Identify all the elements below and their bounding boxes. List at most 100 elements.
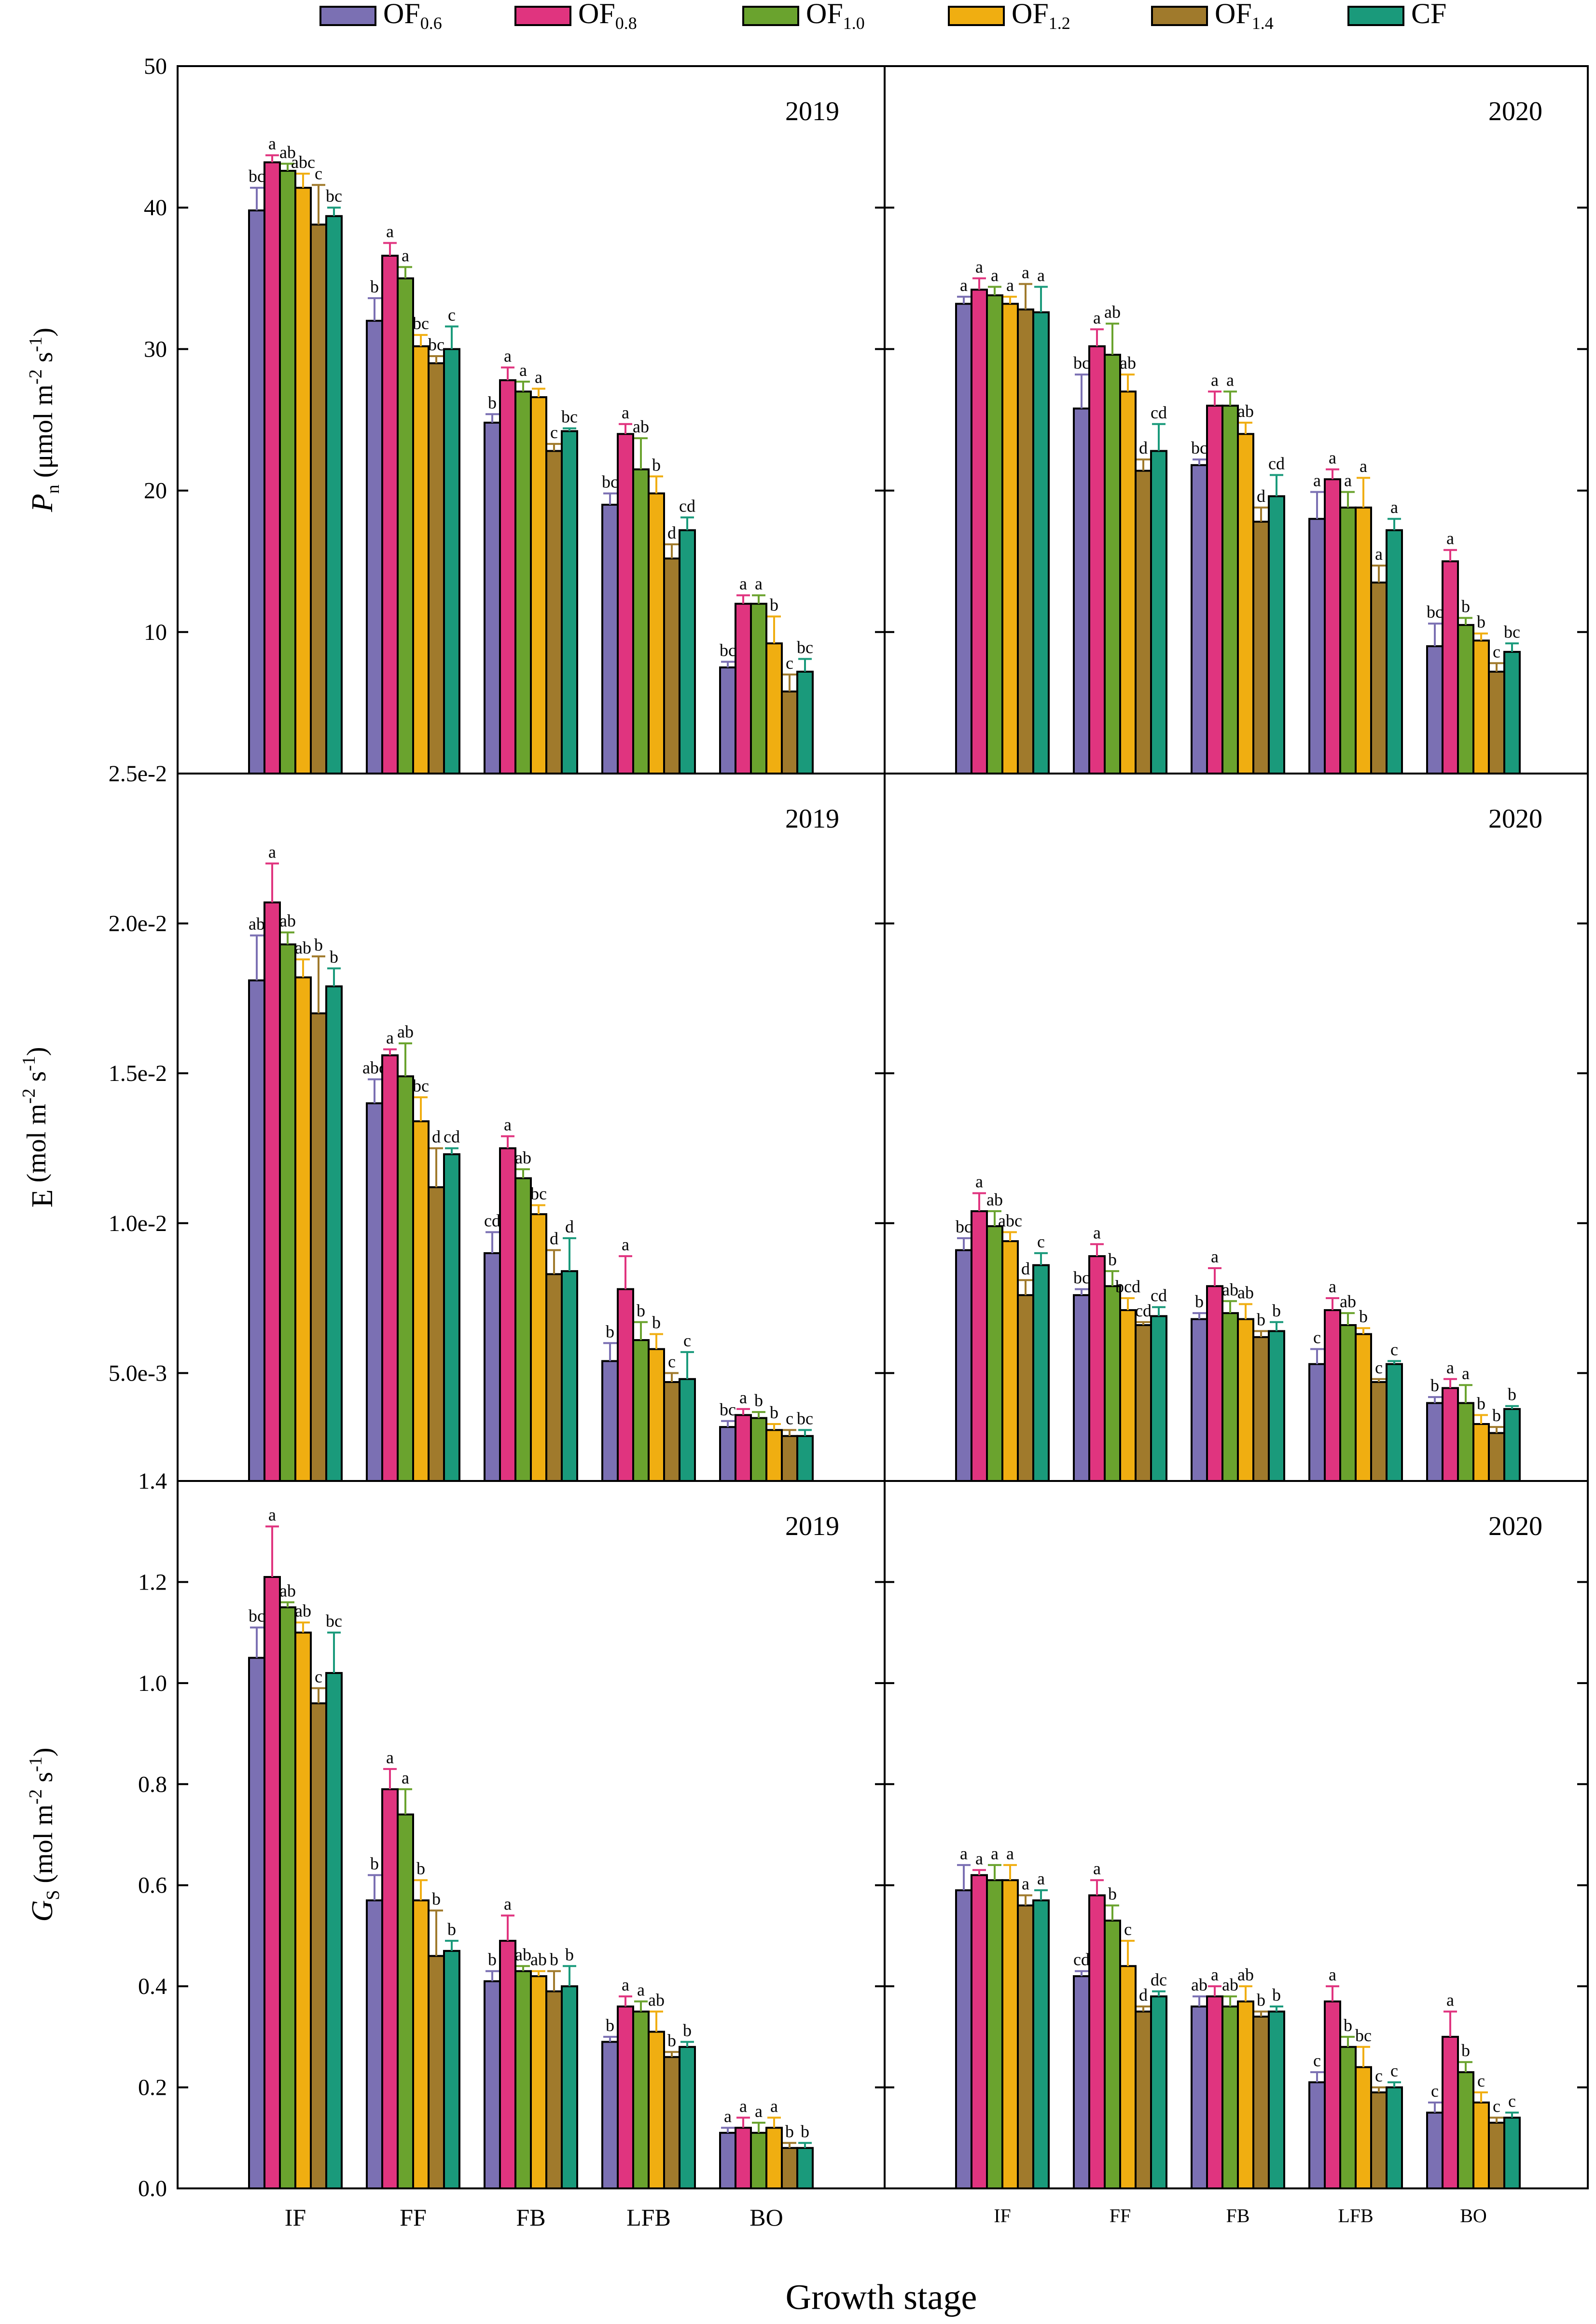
bar-LFB-series4 — [1355, 1333, 1372, 1482]
bar-FF-series1 — [1073, 1294, 1090, 1482]
x-tick-label-left: FB — [516, 2204, 545, 2231]
x-tick-label-right: IF — [994, 2205, 1011, 2227]
significance-letter: c — [1375, 2066, 1383, 2086]
significance-letter: a — [637, 1980, 645, 2000]
bar-FF-series3 — [397, 1813, 414, 2189]
bar-IF-series1 — [955, 1249, 972, 1482]
significance-letter: c — [1493, 642, 1500, 661]
y-tick-label: 40 — [144, 195, 167, 221]
bar-BO-series5 — [781, 1435, 798, 1482]
bar-BO-series4 — [765, 2127, 783, 2189]
significance-letter: c — [1508, 2091, 1516, 2111]
significance-letter: b — [314, 935, 323, 954]
bar-LFB-series4 — [1355, 2066, 1372, 2189]
bar-FB-series3 — [1221, 1312, 1239, 1482]
bar-FB-series4 — [530, 396, 547, 775]
bar-FB-series1 — [1191, 464, 1208, 775]
y-tick-label: 0.4 — [138, 1974, 167, 1999]
bar-FB-series2 — [1206, 404, 1223, 775]
bar-FF-series2 — [381, 254, 399, 775]
bar-IF-series6 — [1032, 311, 1050, 775]
bar-LFB-series1 — [601, 2041, 619, 2190]
significance-letter: a — [402, 1768, 409, 1787]
legend-label-2: OF0.8 — [578, 0, 637, 33]
bar-FB-series1 — [1191, 2006, 1208, 2190]
bar-BO-series4 — [765, 1429, 783, 1482]
significance-letter: c — [550, 423, 558, 442]
bar-IF-series1 — [955, 303, 972, 775]
bar-IF-series2 — [264, 1576, 281, 2189]
x-tick-label-right: FB — [1226, 2205, 1250, 2227]
bar-FB-series5 — [1252, 521, 1270, 775]
bar-LFB-series3 — [632, 1339, 650, 1482]
bar-FF-series4 — [1119, 390, 1137, 775]
x-tick-label-left: IF — [285, 2204, 306, 2231]
bar-LFB-series6 — [1386, 1363, 1403, 1482]
significance-letter: c — [1493, 2096, 1500, 2116]
significance-letter: a — [1037, 1869, 1045, 1888]
bar-IF-series5 — [1017, 308, 1034, 775]
significance-letter: cd — [484, 1211, 500, 1230]
significance-letter: a — [268, 842, 276, 861]
bar-FB-series6 — [1268, 2010, 1285, 2189]
bar-LFB-series5 — [663, 2056, 680, 2189]
y-axis-label: Pn (μmol m-2 s-1) — [26, 328, 63, 512]
significance-letter: c — [1124, 1920, 1132, 1939]
significance-letter: d — [667, 523, 676, 542]
significance-letter: bc — [602, 472, 618, 491]
bar-FF-series6 — [1150, 450, 1167, 775]
significance-letter: d — [432, 1127, 441, 1146]
significance-letter: c — [1390, 2061, 1398, 2080]
bar-FB-series3 — [514, 1970, 532, 2189]
significance-letter: a — [1360, 456, 1367, 476]
bar-IF-series2 — [264, 161, 281, 775]
bar-IF-series4 — [1001, 1879, 1019, 2190]
bar-IF-series2 — [971, 1874, 988, 2190]
significance-letter: ab — [1222, 1975, 1238, 1994]
bar-FF-series2 — [1088, 345, 1106, 775]
significance-letter: bc — [249, 1606, 265, 1626]
significance-letter: c — [315, 164, 322, 183]
significance-letter: a — [1226, 370, 1234, 389]
bar-BO-series2 — [1442, 560, 1459, 775]
bar-LFB-series1 — [1308, 518, 1326, 775]
legend-label-6: CF — [1411, 0, 1446, 29]
legend-swatch-2 — [514, 6, 571, 26]
significance-letter: d — [550, 1229, 558, 1248]
bar-LFB-series3 — [632, 468, 650, 775]
panel-year-label: 2020 — [1488, 1511, 1542, 1541]
bar-FB-series4 — [1237, 433, 1254, 775]
bar-FF-series6 — [443, 348, 460, 775]
bar-FF-series4 — [412, 1899, 430, 2190]
bar-LFB-series6 — [1386, 2086, 1403, 2189]
significance-letter: a — [1211, 370, 1219, 389]
significance-letter: b — [1477, 612, 1485, 632]
significance-letter: a — [535, 367, 542, 387]
significance-letter: ab — [986, 1190, 1003, 1209]
significance-letter: c — [1313, 2051, 1321, 2070]
y-tick-label: 20 — [144, 478, 167, 504]
significance-letter: c — [786, 653, 793, 673]
bar-FB-series1 — [484, 1252, 501, 1482]
y-tick-label: 2.0e-2 — [109, 911, 167, 937]
bar-FB-series6 — [1268, 495, 1285, 775]
bar-FB-series2 — [499, 1939, 516, 2189]
significance-letter: b — [606, 2016, 614, 2035]
y-axis-label: GS (mol m-2 s-1) — [26, 1747, 63, 1922]
significance-letter: bc — [956, 1217, 972, 1236]
bar-BO-series1 — [719, 2131, 736, 2190]
bar-FB-series1 — [484, 421, 501, 775]
panel-2019-row2: 5.0e-3 1.0e-2 1.5e-2 2.0e-2 2.5e-2 E (mol m-2… — [19, 761, 1588, 1482]
y-tick-label: 0.6 — [138, 1873, 167, 1898]
significance-letter: cd — [1151, 1286, 1167, 1305]
significance-letter: a — [739, 574, 747, 594]
y-tick-label: 0.0 — [138, 2176, 167, 2201]
significance-letter: ab — [279, 1581, 296, 1600]
bar-FB-series3 — [1221, 404, 1239, 775]
y-tick-label: 1.0e-2 — [109, 1211, 167, 1236]
bar-FF-series5 — [1135, 2010, 1152, 2189]
significance-letter: ab — [1237, 401, 1254, 421]
significance-letter: b — [1108, 1250, 1117, 1269]
bar-IF-series6 — [325, 215, 343, 775]
